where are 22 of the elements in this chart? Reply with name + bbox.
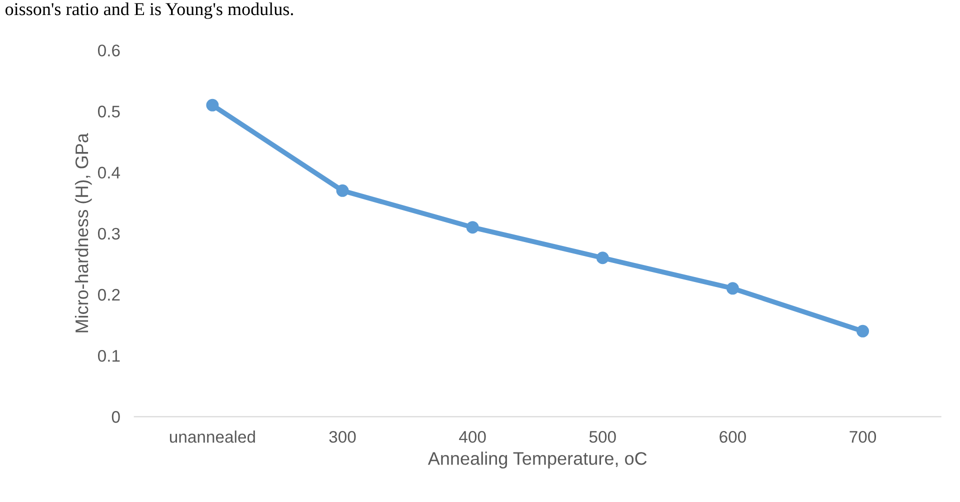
- x-tick-label: 300: [329, 430, 356, 443]
- y-tick-label: 0.1: [98, 350, 120, 362]
- x-axis-title: Annealing Temperature, oC: [428, 452, 647, 468]
- point: [466, 221, 479, 234]
- x-tick-label: 400: [459, 430, 486, 443]
- y-tick-label: 0.2: [98, 288, 120, 301]
- x-tick-label: 500: [589, 430, 616, 443]
- y-tick-label: 0.3: [98, 228, 120, 240]
- point: [336, 184, 349, 197]
- y-tick-label: 0.5: [98, 106, 120, 118]
- y-tick-label: 0.4: [98, 166, 120, 179]
- y-tick-label: 0: [112, 411, 120, 423]
- point: [596, 252, 609, 264]
- x-tick-label: 700: [850, 430, 876, 443]
- y-axis-title: Micro-hardness (H), GPa: [74, 133, 92, 332]
- point: [726, 282, 739, 295]
- point: [206, 98, 219, 112]
- text: oisson's ratio and E is Young's modulus.: [5, 2, 294, 19]
- y-tick-label: 0.6: [98, 44, 120, 56]
- x-tick-label: unannealed: [170, 430, 255, 443]
- point: [856, 324, 870, 338]
- x-tick-label: 600: [720, 430, 746, 443]
